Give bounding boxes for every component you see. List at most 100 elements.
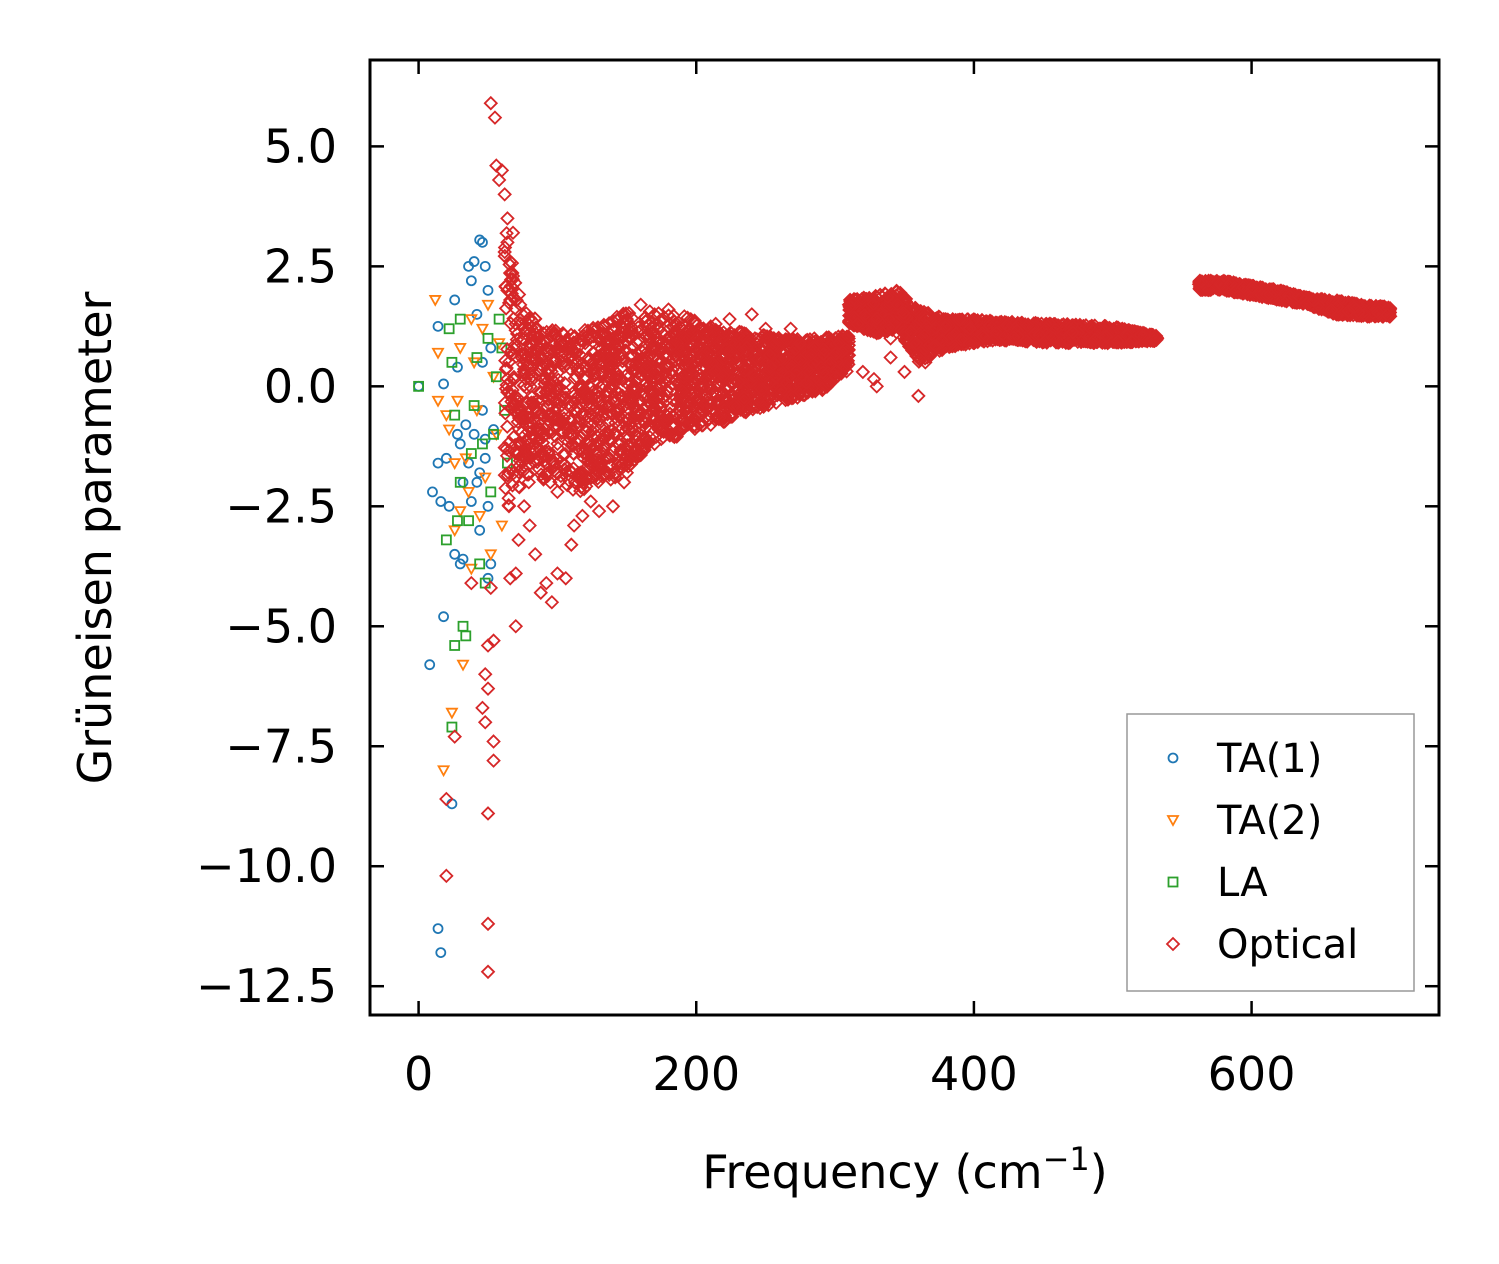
data-point (881, 311, 897, 327)
data-point (739, 340, 755, 355)
data-point (1087, 332, 1103, 347)
data-point (484, 549, 498, 562)
data-point (502, 571, 518, 586)
data-point (438, 378, 449, 390)
data-point (480, 681, 496, 696)
data-point (1093, 332, 1109, 348)
data-point (604, 368, 619, 384)
data-point (556, 392, 572, 407)
data-point (591, 367, 606, 382)
data-point (446, 356, 458, 368)
data-point (758, 330, 774, 346)
data-point (1065, 325, 1081, 340)
data-point (882, 294, 898, 310)
data-point (511, 532, 526, 548)
data-point (731, 374, 746, 389)
data-point (480, 806, 496, 821)
data-point (942, 331, 958, 346)
data-point (583, 356, 599, 372)
data-point (480, 916, 496, 932)
data-point (782, 369, 797, 384)
data-point (828, 346, 843, 361)
data-point (542, 447, 557, 462)
data-point (593, 454, 608, 470)
data-point (460, 419, 472, 431)
data-point (629, 403, 645, 419)
data-point (639, 345, 654, 361)
data-point (485, 486, 497, 498)
data-point (892, 299, 908, 315)
data-point (1133, 327, 1149, 343)
data-point (713, 384, 728, 400)
data-point (806, 357, 821, 372)
data-point (938, 317, 954, 333)
data-point (516, 361, 532, 377)
data-point (504, 394, 519, 409)
data-point (465, 275, 477, 287)
data-point (480, 638, 496, 653)
data-point (569, 369, 584, 385)
data-point (828, 369, 844, 385)
data-point (673, 392, 688, 408)
data-point (624, 310, 640, 326)
data-point (460, 630, 472, 642)
data-point (1082, 320, 1097, 335)
data-point (952, 312, 967, 328)
data-point (533, 384, 548, 399)
data-point (531, 461, 547, 477)
data-point (708, 386, 724, 402)
data-point (539, 324, 554, 340)
data-point (565, 436, 580, 452)
data-point (503, 293, 519, 308)
data-point (695, 380, 710, 396)
data-point (449, 409, 461, 421)
data-point (742, 336, 757, 351)
data-point (807, 340, 822, 356)
data-point (571, 432, 587, 448)
data-point (639, 360, 655, 375)
data-point (550, 466, 565, 481)
data-point (453, 506, 467, 518)
data-point (650, 419, 666, 434)
data-point (506, 369, 522, 385)
data-point (727, 398, 742, 414)
data-point (521, 475, 537, 490)
data-point (668, 418, 683, 433)
data-point (730, 398, 745, 414)
data-point (823, 355, 838, 371)
data-point (518, 326, 533, 341)
data-point (699, 323, 715, 338)
data-point (428, 295, 442, 307)
data-point (442, 424, 456, 437)
data-point (938, 320, 953, 335)
data-point (709, 357, 725, 372)
data-point (501, 465, 516, 480)
data-point (525, 314, 541, 329)
data-point (690, 392, 706, 408)
data-point (497, 440, 512, 455)
data-point (883, 350, 898, 365)
data-point (511, 421, 527, 437)
data-point (1120, 328, 1135, 343)
data-point (544, 595, 560, 610)
data-point (685, 358, 700, 373)
data-point (502, 257, 517, 272)
data-point (763, 359, 779, 375)
data-point (550, 484, 565, 500)
data-point (452, 428, 463, 440)
data-point (528, 330, 544, 346)
data-point (975, 329, 991, 344)
data-point (788, 341, 803, 357)
data-point (477, 438, 488, 450)
data-point (684, 413, 699, 428)
data-point (488, 428, 499, 440)
data-point (954, 312, 970, 327)
data-point (522, 456, 538, 471)
data-point (528, 334, 544, 349)
data-point (558, 571, 574, 586)
data-point (508, 619, 524, 634)
data-point (497, 395, 513, 411)
data-point (771, 330, 786, 346)
data-point (665, 362, 680, 378)
data-point (493, 313, 505, 325)
